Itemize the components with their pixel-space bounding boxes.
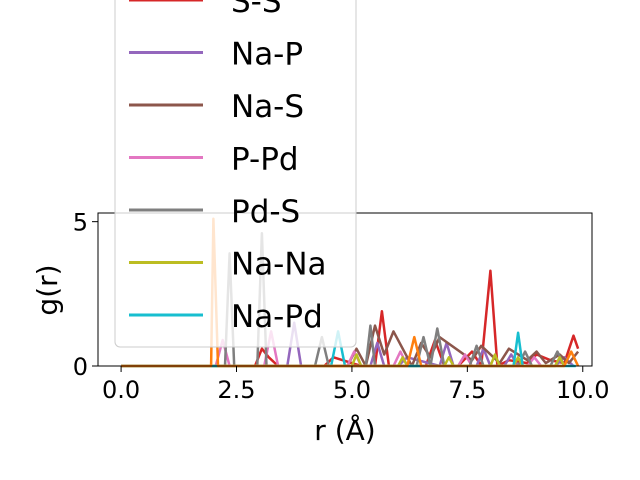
x-tick-label: 10.0	[556, 376, 609, 404]
x-tick-label: 2.5	[217, 376, 255, 404]
legend-label-s-s: S-S	[231, 0, 282, 20]
legend-label-pd-s: Pd-S	[231, 194, 300, 230]
legend-label-p-pd: P-Pd	[231, 142, 299, 178]
x-tick-label: 0.0	[102, 376, 140, 404]
legend-label-na-p: Na-P	[231, 37, 303, 73]
legend: S-S Na-P Na-S P-Pd Pd-S Na-Na Na-Pd	[114, 0, 357, 348]
legend-label-na-na: Na-Na	[231, 247, 327, 283]
x-axis-label: r (Å)	[314, 413, 375, 447]
legend-box	[114, 0, 357, 348]
axis-ticks: 0.0 2.5 5.0 7.5 10.0 0 5	[73, 209, 610, 404]
y-axis-label: g(r)	[31, 264, 64, 315]
x-tick-label: 7.5	[448, 376, 486, 404]
y-tick-label: 0	[73, 353, 88, 381]
y-tick-label: 5	[73, 209, 88, 237]
legend-label-na-s: Na-S	[231, 89, 304, 125]
x-tick-label: 5.0	[333, 376, 371, 404]
legend-label-na-pd: Na-Pd	[231, 299, 323, 335]
